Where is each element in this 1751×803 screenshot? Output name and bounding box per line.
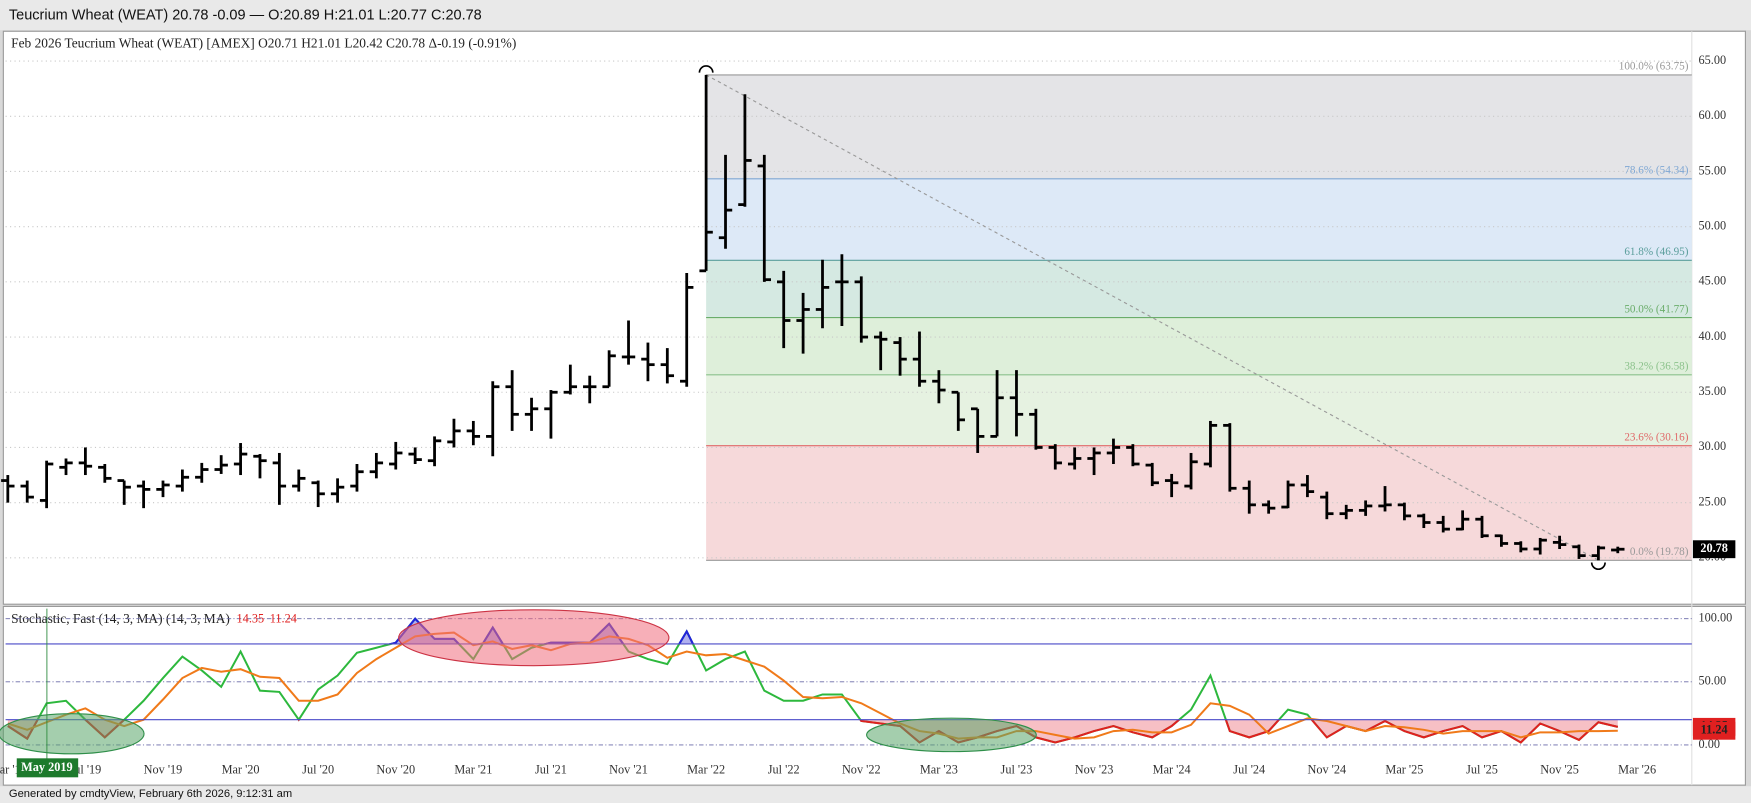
legend-value: 14.35 (237, 612, 265, 626)
y-tick-label: 55.00 (1699, 163, 1727, 177)
x-tick-label: Mar '26 (1618, 762, 1656, 776)
x-tick-label: Jul '20 (302, 762, 334, 776)
x-tick-label: Mar '22 (687, 762, 725, 776)
y-tick-label: 25.00 (1699, 494, 1727, 508)
fib-label: 78.6% (54.34) (1624, 165, 1688, 177)
crosshair-label-box (16, 758, 79, 778)
y-tick-label: 100.00 (1699, 610, 1733, 624)
fib-band (706, 260, 1692, 318)
fib-label: 0.0% (19.78) (1630, 546, 1689, 558)
y-tick-label: 35.00 (1699, 384, 1727, 398)
y-tick-label: 50.00 (1699, 674, 1727, 688)
x-tick-label: Jul '24 (1233, 762, 1265, 776)
fib-band (706, 178, 1692, 261)
x-tick-label: Jul '21 (535, 762, 567, 776)
last-price-label: 20.78 (1700, 541, 1728, 555)
window-title: Teucrium Wheat (WEAT) 20.78 -0.09 — O:20… (9, 7, 482, 23)
footer-bar (0, 786, 1751, 803)
x-tick-label: Mar '24 (1153, 762, 1191, 776)
x-tick-label: Jul '25 (1466, 762, 1498, 776)
title-bar (0, 0, 1751, 31)
x-tick-label: Nov '25 (1540, 762, 1579, 776)
trend-line (705, 74, 1599, 561)
oversold-fill (7, 719, 1618, 743)
value-tag-label: 11.24 (1701, 723, 1728, 737)
x-tick-label: Nov '23 (1075, 762, 1114, 776)
value-tag (1692, 721, 1736, 740)
y-tick-label: 60.00 (1699, 108, 1727, 122)
x-tick-label: Mar '25 (1385, 762, 1423, 776)
footer: Generated by cmdtyView, February 6th 202… (9, 788, 292, 800)
fib-label: 38.2% (36.58) (1624, 361, 1688, 373)
x-tick-label: Mar '20 (222, 762, 260, 776)
low-marker (1590, 562, 1606, 571)
annotations: May 2019 (0, 608, 1037, 778)
x-tick-label: Mar '21 (454, 762, 492, 776)
y-tick-label: 0.00 (1699, 737, 1720, 751)
x-tick-label: Mar '23 (920, 762, 958, 776)
fib-label: 61.8% (46.95) (1624, 246, 1688, 258)
x-tick-label: Jul '23 (1001, 762, 1033, 776)
annotation-ellipse (0, 713, 145, 755)
y-tick-label: 45.00 (1699, 274, 1727, 288)
stochastic-panel (2, 605, 1746, 786)
fib-label: 23.6% (30.16) (1624, 431, 1688, 443)
x-tick-label: Nov '22 (842, 762, 881, 776)
last-price-tag (1692, 540, 1736, 559)
x-tick-label: Nov '19 (144, 762, 183, 776)
annotation-ellipse (866, 717, 1037, 753)
fib-label: 50.0% (41.77) (1624, 303, 1688, 315)
fib-band (706, 374, 1692, 446)
legend-value: 11.24 (270, 612, 297, 626)
y-tick-label: 40.00 (1699, 329, 1727, 343)
stochastic-line (7, 631, 1618, 740)
fib-label: 100.0% (63.75) (1619, 61, 1689, 73)
annotation-ellipse (398, 609, 670, 667)
chart-title: Feb 2026 Teucrium Wheat (WEAT) [AMEX] O2… (11, 36, 516, 51)
y-tick-label: 30.00 (1699, 439, 1727, 453)
high-marker (698, 65, 714, 73)
x-tick-label: Jul '22 (768, 762, 800, 776)
fib-band (706, 74, 1692, 179)
crosshair-label: May 2019 (21, 760, 72, 774)
plot-layer: Feb 2026 Teucrium Wheat (WEAT) [AMEX] O2… (0, 36, 1736, 776)
x-tick-label: Nov '21 (609, 762, 648, 776)
y-tick-label: 50.00 (1699, 218, 1727, 232)
x-tick-label: Nov '24 (1307, 762, 1346, 776)
x-tick-label: Nov '20 (376, 762, 415, 776)
fib-band (706, 317, 1692, 375)
y-tick-label: 65.00 (1699, 53, 1727, 67)
